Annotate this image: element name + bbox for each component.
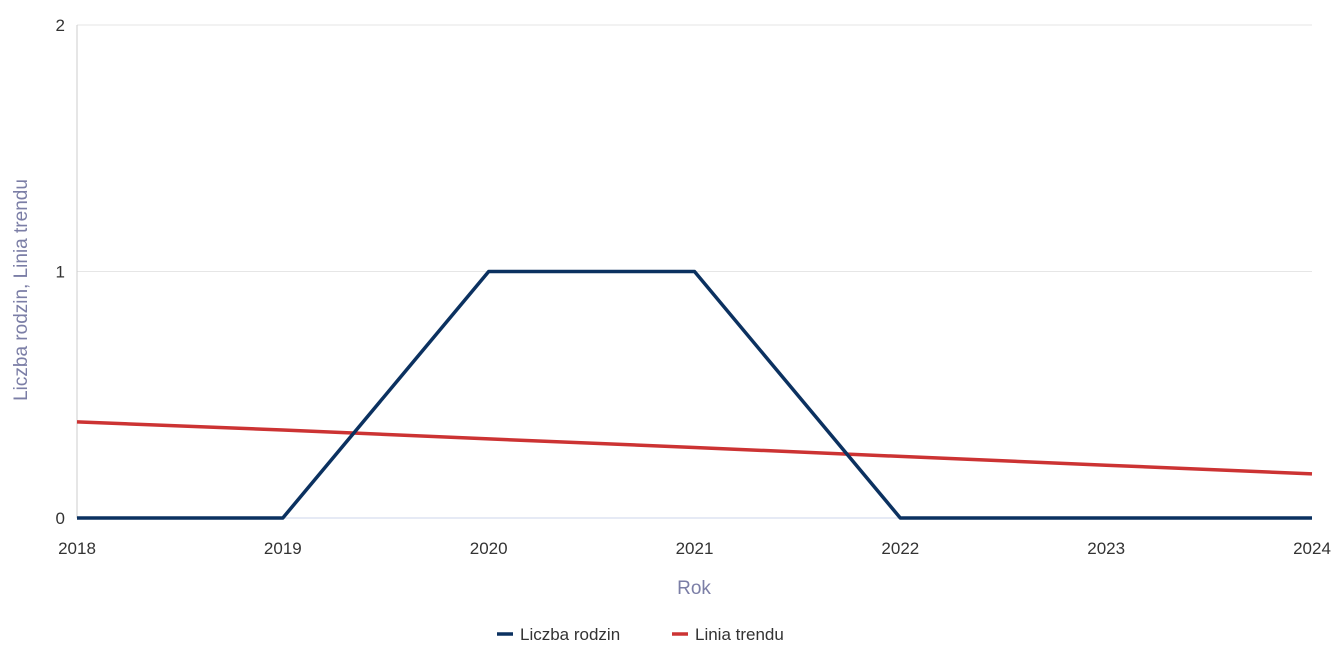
x-tick-label: 2019 — [264, 539, 302, 558]
y-tick-label: 2 — [56, 16, 65, 35]
x-tick-label: 2018 — [58, 539, 96, 558]
x-tick-label: 2021 — [676, 539, 714, 558]
y-tick-label: 1 — [56, 263, 65, 282]
series-line-linia-trendu[interactable] — [76, 420, 1313, 476]
tick-labels: 0 1 2 2018 2019 2020 2021 2022 2023 2024 — [56, 16, 1331, 558]
y-axis-title: Liczba rodzin, Linia trendu — [11, 179, 32, 401]
legend-label: Liczba rodzin — [520, 625, 620, 644]
legend: Liczba rodzin Linia trendu — [497, 625, 784, 644]
series-lines — [76, 269, 1313, 520]
x-tick-label: 2024 — [1293, 539, 1331, 558]
legend-item-linia-trendu[interactable]: Linia trendu — [672, 625, 784, 644]
x-tick-label: 2020 — [470, 539, 508, 558]
grid-lines — [77, 24, 1312, 272]
x-tick-label: 2022 — [881, 539, 919, 558]
x-tick-label: 2023 — [1087, 539, 1125, 558]
legend-item-liczba-rodzin[interactable]: Liczba rodzin — [497, 625, 620, 644]
series-line-liczba-rodzin[interactable] — [77, 269, 1312, 520]
legend-label: Linia trendu — [695, 625, 784, 644]
x-axis-title: Rok — [677, 578, 711, 599]
y-tick-label: 0 — [56, 509, 65, 528]
